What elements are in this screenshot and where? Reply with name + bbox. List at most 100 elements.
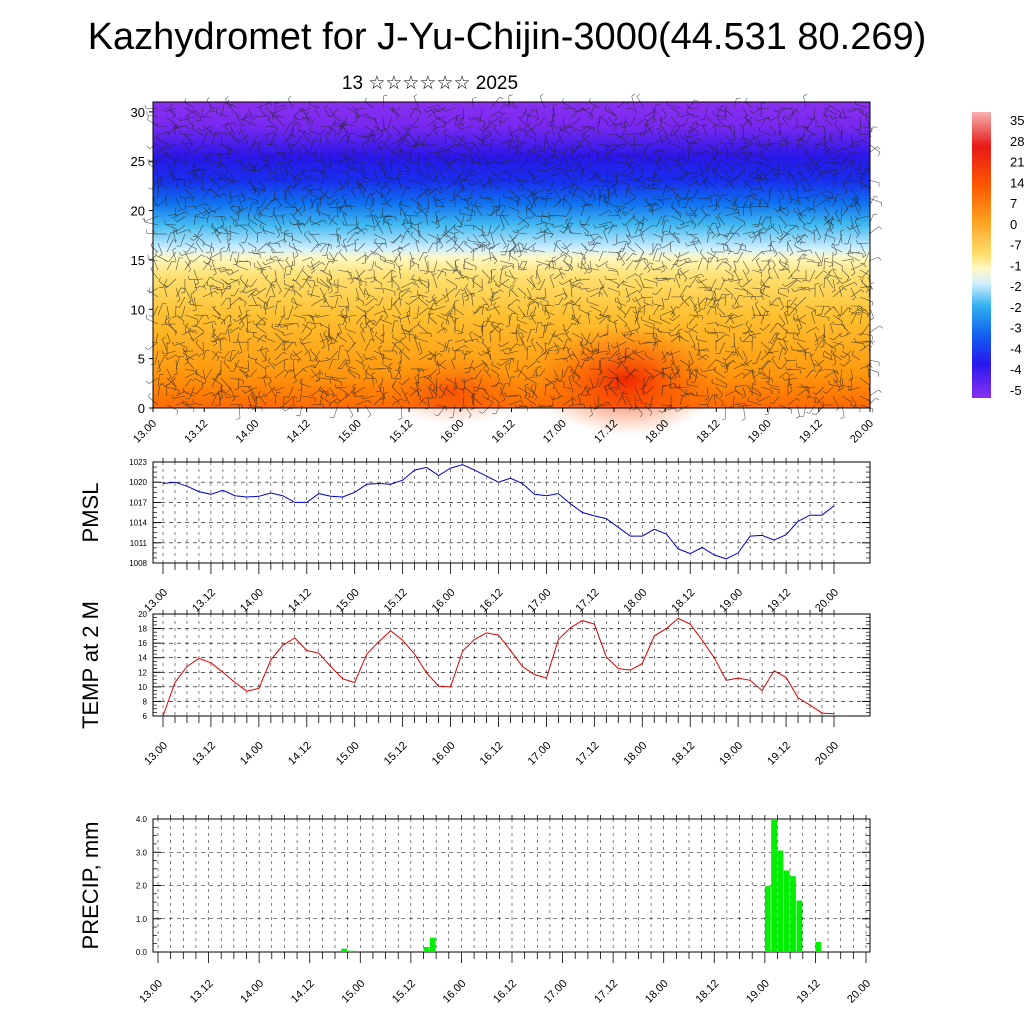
wind-barb (553, 240, 558, 253)
wind-barb (625, 252, 634, 262)
wind-barb (162, 339, 168, 352)
wind-barb (688, 315, 696, 325)
wind-barb (229, 206, 240, 208)
wind-barb-flag (797, 279, 802, 283)
wind-barb-flag (739, 295, 744, 297)
wind-barb (527, 188, 537, 199)
wind-barb-flag (434, 355, 437, 360)
wind-barb-flag (803, 187, 806, 192)
wind-barb (598, 209, 610, 217)
wind-barb (742, 205, 745, 217)
wind-barb (697, 214, 708, 226)
wind-barb-flag (315, 379, 320, 382)
wind-barb-flag (338, 249, 342, 253)
wind-barb (343, 150, 348, 163)
wind-barb (671, 368, 681, 380)
wind-barb (859, 305, 870, 314)
wind-barb-flag (227, 176, 229, 181)
wind-barb (688, 99, 695, 109)
wind-barb (375, 134, 384, 142)
wind-barb-flag (440, 321, 444, 326)
wind-barb (240, 134, 249, 142)
wind-barb-flag (181, 139, 184, 144)
wind-barb-flag (156, 370, 161, 373)
wind-barb (699, 252, 708, 262)
wind-barb (751, 287, 762, 290)
wind-barb-flag (360, 133, 364, 138)
wind-barb-flag (310, 257, 314, 261)
wind-barb-flag (263, 301, 268, 304)
wind-barb (407, 125, 420, 130)
wind-barb-flag (581, 338, 584, 343)
wind-barb (463, 351, 467, 361)
wind-barb (471, 179, 483, 186)
wind-barb-flag (256, 322, 258, 327)
wind-barb-flag (854, 282, 858, 286)
wind-barb-flag (276, 172, 278, 177)
wind-barb (508, 125, 514, 139)
wind-barb (560, 125, 573, 131)
wind-barb-flag (338, 187, 343, 190)
wind-barb (823, 114, 834, 118)
wind-barb-flag (654, 110, 658, 115)
wind-barb-flag (879, 325, 884, 329)
wind-barb (382, 363, 393, 370)
wind-barb-flag (732, 353, 737, 356)
wind-barb-flag (325, 372, 327, 377)
wind-barb (569, 232, 582, 235)
wind-barb (643, 124, 647, 136)
wind-barb-flag (270, 255, 272, 260)
wind-barb-flag (544, 141, 549, 144)
wind-barb (607, 107, 618, 118)
wind-barb-flag (441, 204, 444, 209)
wind-barb (436, 359, 441, 373)
wind-barb-flag (694, 99, 699, 102)
wind-barb-flag (833, 252, 838, 256)
wind-barb (328, 294, 341, 298)
wind-barb-flag (444, 128, 449, 131)
wind-barb (805, 327, 817, 334)
wind-barb-flag (669, 318, 673, 321)
wind-barb (733, 125, 736, 140)
wind-barb-flag (577, 376, 581, 381)
wind-barb (868, 226, 880, 235)
wind-barb-flag (484, 362, 488, 366)
wind-barb-flag (195, 114, 198, 119)
wind-barb-flag (494, 173, 498, 177)
wind-barb (607, 145, 619, 154)
wind-barb-flag (837, 137, 842, 139)
wind-barb (557, 133, 564, 145)
wind-barb-flag (195, 248, 197, 253)
wind-barb-flag (573, 108, 575, 113)
wind-barb-flag (762, 172, 767, 176)
wind-barb-flag (385, 243, 387, 248)
wind-barb (652, 138, 662, 145)
wind-barb-flag (224, 320, 226, 325)
wind-barb-flag (480, 183, 485, 187)
wind-barb-flag (626, 187, 631, 190)
wind-barb (692, 240, 699, 253)
wind-barb (220, 170, 228, 180)
wind-barb (715, 151, 728, 154)
wind-barb-flag (262, 360, 267, 362)
wind-barb-flag (538, 146, 543, 150)
wind-barb (767, 260, 771, 271)
wind-barb-flag (867, 313, 870, 318)
wind-barb (365, 177, 375, 181)
wind-barb (854, 204, 861, 217)
wind-barb (813, 230, 816, 244)
wind-barb (283, 359, 285, 370)
wind-barb-flag (742, 332, 747, 335)
wind-barb (558, 269, 564, 280)
wind-barb-flag (818, 261, 822, 265)
wind-barb (180, 233, 186, 247)
wind-barb (779, 262, 789, 271)
wind-barb-flag (501, 210, 505, 214)
wind-barb-flag (189, 300, 191, 305)
wind-barb (247, 304, 261, 307)
wind-barb (274, 301, 278, 316)
wind-barb (795, 314, 807, 322)
wind-barb (859, 133, 870, 136)
wind-barb-flag (606, 122, 608, 127)
wind-barb (748, 134, 762, 141)
